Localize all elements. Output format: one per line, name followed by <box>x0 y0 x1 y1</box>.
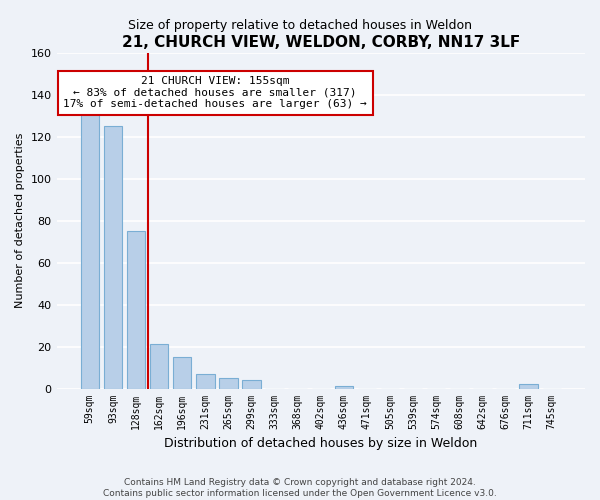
Bar <box>150 344 169 389</box>
Title: 21, CHURCH VIEW, WELDON, CORBY, NN17 3LF: 21, CHURCH VIEW, WELDON, CORBY, NN17 3LF <box>122 35 520 50</box>
Bar <box>520 384 538 388</box>
Bar <box>127 231 145 388</box>
Bar <box>80 112 99 388</box>
Bar <box>173 357 191 388</box>
X-axis label: Distribution of detached houses by size in Weldon: Distribution of detached houses by size … <box>164 437 478 450</box>
Text: Contains HM Land Registry data © Crown copyright and database right 2024.
Contai: Contains HM Land Registry data © Crown c… <box>103 478 497 498</box>
Bar <box>242 380 261 388</box>
Text: Size of property relative to detached houses in Weldon: Size of property relative to detached ho… <box>128 20 472 32</box>
Bar <box>196 374 215 388</box>
Y-axis label: Number of detached properties: Number of detached properties <box>15 133 25 308</box>
Text: 21 CHURCH VIEW: 155sqm
← 83% of detached houses are smaller (317)
17% of semi-de: 21 CHURCH VIEW: 155sqm ← 83% of detached… <box>63 76 367 110</box>
Bar <box>335 386 353 388</box>
Bar <box>104 126 122 388</box>
Bar <box>219 378 238 388</box>
